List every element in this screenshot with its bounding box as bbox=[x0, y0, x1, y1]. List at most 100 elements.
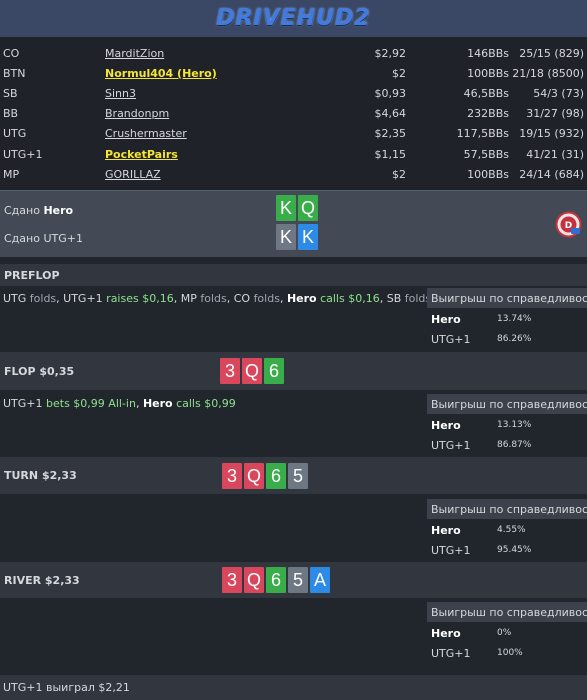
player-stack: $2,35 bbox=[374, 127, 407, 141]
playing-card: Q bbox=[298, 195, 318, 221]
player-row: SB Sinn3 $0,93 46,5BBs 54/3 (73) bbox=[0, 83, 587, 103]
playing-card: 3 bbox=[222, 567, 242, 593]
action-segment: folds bbox=[253, 292, 280, 305]
action-segment: , UTG+1 bbox=[56, 292, 107, 305]
action-segment: Hero bbox=[286, 292, 317, 305]
player-stack: $1,15 bbox=[374, 147, 407, 161]
turn-equity: Выигрыш по справедливости Hero 4.55% UTG+1 9… bbox=[427, 499, 587, 559]
action-segment: UTG+1 bbox=[3, 397, 47, 410]
player-position: BTN bbox=[3, 66, 26, 80]
player-row: BTN Normul404 (Hero) $2 100BBs 21/18 (8500) bbox=[0, 63, 587, 83]
playing-card: K bbox=[276, 224, 296, 250]
player-stats: 19/15 (932) bbox=[519, 127, 584, 141]
player-position: CO bbox=[3, 46, 20, 60]
equity-player: UTG+1 bbox=[431, 439, 471, 452]
player-row: UTG Crushermaster $2,35 117,5BBs 19/15 (932) bbox=[0, 124, 587, 144]
flop-title: FLOP $0,35 bbox=[4, 364, 75, 378]
action-segment: raises $0,16 bbox=[106, 292, 174, 305]
action-segment: UTG bbox=[3, 292, 27, 305]
equity-row: Hero 0% bbox=[427, 622, 587, 642]
playing-card: 5 bbox=[288, 463, 308, 489]
action-segment: , SB bbox=[379, 292, 405, 305]
player-stack: $2,92 bbox=[374, 46, 407, 60]
player-row: MP GORILLAZ $2 100BBs 24/14 (684) bbox=[0, 164, 587, 184]
equity-player: UTG+1 bbox=[431, 544, 471, 557]
equity-player: UTG+1 bbox=[431, 333, 471, 346]
player-stats: 25/15 (829) bbox=[519, 46, 584, 60]
equity-player: Hero bbox=[431, 627, 461, 640]
playing-card: 6 bbox=[264, 358, 284, 384]
dealt-hero-label: Сдано Hero bbox=[4, 204, 73, 217]
river-title: RIVER $2,33 bbox=[4, 573, 80, 587]
equity-row: UTG+1 86.26% bbox=[427, 328, 587, 348]
playing-card: K bbox=[276, 195, 296, 221]
equity-row: Hero 4.55% bbox=[427, 519, 587, 539]
equity-percent: 13.13% bbox=[497, 420, 532, 430]
player-name-link[interactable]: Brandonpm bbox=[105, 107, 170, 121]
playing-card: Q bbox=[244, 567, 264, 593]
preflop-title: PREFLOP bbox=[4, 268, 60, 282]
flop-header: FLOP $0,35 bbox=[0, 352, 587, 390]
hand-result-text: UTG+1 выиграл $2,21 bbox=[3, 681, 130, 694]
playing-card: Q bbox=[244, 463, 264, 489]
player-stats: 24/14 (684) bbox=[519, 167, 584, 181]
player-row: BB Brandonpm $4,64 232BBs 31/27 (98) bbox=[0, 104, 587, 124]
player-position: UTG+1 bbox=[3, 147, 43, 161]
equity-player: Hero bbox=[431, 313, 461, 326]
action-segment: , bbox=[279, 292, 287, 305]
player-name-link[interactable]: MarditZion bbox=[105, 46, 165, 60]
equity-percent: 100% bbox=[497, 648, 523, 658]
equity-percent: 95.45% bbox=[497, 545, 532, 555]
player-name-link[interactable]: Sinn3 bbox=[105, 86, 136, 100]
river-equity: Выигрыш по справедливости Hero 0% UTG+1 100% bbox=[427, 602, 587, 662]
equity-percent: 86.26% bbox=[497, 334, 532, 344]
action-segment: folds bbox=[26, 292, 57, 305]
equity-row: Hero 13.13% bbox=[427, 414, 587, 434]
action-segment: Hero bbox=[142, 397, 173, 410]
equity-row: UTG+1 100% bbox=[427, 642, 587, 662]
turn-title: TURN $2,33 bbox=[4, 469, 77, 482]
playing-card: Q bbox=[242, 358, 262, 384]
flop-equity: Выигрыш по справедливости Hero 13.13% UTG+1… bbox=[427, 394, 587, 454]
equity-title: Выигрыш по справедливости bbox=[427, 602, 587, 622]
player-name-link[interactable]: GORILLAZ bbox=[105, 167, 161, 181]
players-table: CO MarditZion $2,92 146BBs 25/15 (829) BTN Nor… bbox=[0, 37, 587, 190]
equity-player: UTG+1 bbox=[431, 647, 471, 660]
player-stack: $0,93 bbox=[374, 86, 407, 100]
player-stats: 41/21 (31) bbox=[526, 147, 584, 161]
drivehud-logo: DRIVEHUD2 bbox=[216, 6, 371, 31]
equity-title: Выигрыш по справедливости bbox=[427, 394, 587, 414]
player-stats: 31/27 (98) bbox=[526, 107, 584, 121]
equity-row: UTG+1 86.87% bbox=[427, 434, 587, 454]
player-stack: $2 bbox=[392, 167, 406, 181]
player-stats: 21/18 (8500) bbox=[512, 66, 584, 80]
player-stack: $4,64 bbox=[374, 107, 407, 121]
player-stack-bb: 100BBs bbox=[467, 66, 509, 80]
playing-card: 3 bbox=[222, 463, 242, 489]
equity-percent: 0% bbox=[497, 628, 512, 638]
preflop-actions: UTG folds, UTG+1 raises $0,16, MP folds,… bbox=[3, 292, 483, 305]
player-stack-bb: 117,5BBs bbox=[456, 127, 509, 141]
player-name-link[interactable]: PocketPairs bbox=[105, 147, 178, 161]
equity-title: Выигрыш по справедливости bbox=[427, 288, 587, 308]
player-name-link[interactable]: Normul404 (Hero) bbox=[105, 66, 217, 80]
drivehud-badge-icon[interactable]: D bbox=[555, 211, 582, 238]
equity-percent: 86.87% bbox=[497, 440, 532, 450]
equity-percent: 13.74% bbox=[497, 314, 532, 324]
dealt-hero-name: Hero bbox=[43, 204, 74, 217]
action-segment: , bbox=[135, 397, 143, 410]
player-name-link[interactable]: Crushermaster bbox=[105, 127, 187, 141]
turn-body: Выигрыш по справедливости Hero 4.55% UTG+1 9… bbox=[0, 494, 587, 562]
playing-card: 3 bbox=[220, 358, 240, 384]
hand-result: UTG+1 выиграл $2,21 bbox=[0, 675, 587, 700]
action-segment: folds bbox=[404, 292, 432, 305]
app-header: DRIVEHUD2 bbox=[0, 0, 587, 37]
equity-percent: 4.55% bbox=[497, 525, 526, 535]
flop-actions: UTG+1 bets $0,99 All-in, Hero calls $0,9… bbox=[3, 397, 236, 410]
